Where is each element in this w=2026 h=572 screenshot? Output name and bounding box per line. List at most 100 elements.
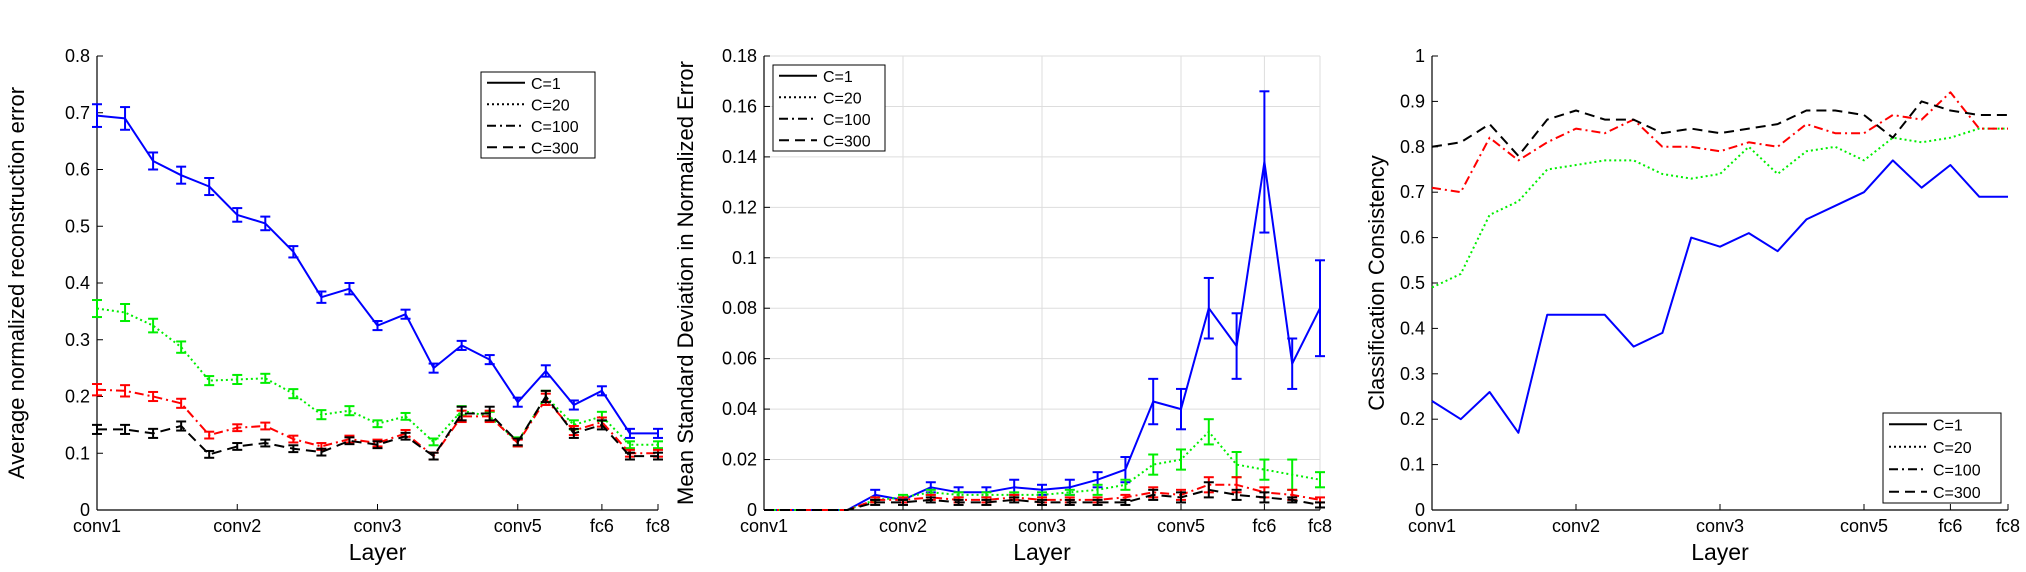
legend-label: C=20	[823, 90, 862, 107]
error-bar	[1148, 453, 1159, 476]
error-bar	[260, 372, 271, 384]
legend-label: C=100	[1933, 462, 1981, 479]
y-tick-label: 0.18	[722, 46, 757, 66]
x-axis-title: Layer	[349, 539, 407, 565]
error-bar	[1287, 458, 1298, 491]
y-tick-label: 0.12	[722, 197, 757, 217]
error-bar	[288, 245, 299, 259]
error-bar	[176, 397, 187, 409]
error-bar	[1120, 478, 1131, 491]
error-bar	[870, 498, 881, 506]
y-tick-label: 0.06	[722, 349, 757, 369]
error-bar	[1203, 276, 1214, 340]
error-bar	[624, 451, 635, 461]
error-bar	[428, 437, 439, 447]
series-line-c-300	[1431, 100, 2008, 157]
error-bar	[1259, 90, 1270, 234]
x-tick-label: conv5	[1157, 516, 1205, 536]
y-tick-label: 0	[1415, 500, 1425, 520]
error-bar	[1203, 418, 1214, 446]
x-tick-label: conv1	[73, 516, 121, 536]
error-bar	[120, 302, 131, 323]
x-tick-label: fc8	[1308, 516, 1332, 536]
x-tick-label: conv2	[1552, 516, 1600, 536]
chart-classification-consistency: conv1 conv2 conv3 conv5 fc6 fc8 0 0.1 0.2 0.3 0.4 0…	[1364, 46, 2020, 565]
x-tick-label: fc6	[590, 516, 614, 536]
legend-label: C=100	[531, 119, 579, 136]
error-bar	[624, 440, 635, 450]
x-tick-label: conv2	[879, 516, 927, 536]
y-tick-label: 0.6	[1400, 228, 1425, 248]
error-bar	[316, 409, 327, 421]
error-bar	[344, 405, 355, 417]
y-axis-title: Average normalized reconstruction error	[4, 87, 29, 479]
error-bar	[925, 496, 936, 504]
error-bar	[148, 151, 159, 171]
error-bar	[512, 437, 523, 447]
x-axis-title: Layer	[1013, 539, 1071, 565]
y-tick-label: 0.1	[1400, 455, 1425, 475]
error-bar	[372, 320, 383, 332]
error-bar	[176, 340, 187, 354]
series-line-c-300	[97, 395, 658, 458]
legend-label: C=100	[823, 112, 871, 129]
error-bar	[953, 498, 964, 506]
legend-label: C=1	[823, 69, 853, 86]
error-bar	[1176, 448, 1186, 471]
error-bar	[428, 362, 439, 374]
error-bar	[1092, 498, 1103, 506]
error-bar	[1287, 496, 1298, 504]
error-bar	[260, 421, 271, 431]
error-bar	[1120, 498, 1131, 506]
error-bar	[232, 373, 243, 386]
error-bar	[232, 207, 243, 223]
error-bar	[484, 354, 495, 366]
y-tick-label: 0.8	[1400, 137, 1425, 157]
y-tick-label: 0.16	[722, 96, 757, 116]
y-axis-title: Mean Standard Deviation in Normalized Er…	[673, 61, 698, 505]
error-bar	[596, 419, 607, 431]
error-bar	[176, 165, 187, 185]
error-bar	[484, 405, 495, 422]
y-tick-label: 0.7	[1400, 182, 1425, 202]
legend-label: C=300	[823, 133, 871, 150]
legend-label: C=300	[531, 140, 579, 157]
error-bar	[624, 427, 635, 439]
error-bar	[92, 103, 102, 128]
error-bar	[512, 396, 523, 408]
legend-box	[1882, 412, 2002, 504]
error-bar	[372, 440, 383, 450]
error-bar	[1203, 481, 1214, 499]
error-bar	[1176, 491, 1186, 504]
error-bar	[204, 375, 215, 387]
error-bar	[148, 317, 159, 334]
legend: C=1 C=20 C=100 C=300	[480, 71, 596, 159]
legend: C=1 C=20 C=100 C=300	[772, 64, 886, 152]
error-bar	[1259, 458, 1270, 481]
x-tick-label: conv5	[494, 516, 542, 536]
error-bar	[1315, 471, 1325, 489]
error-bar	[120, 423, 131, 435]
error-bar	[1037, 498, 1047, 506]
error-bar	[1231, 450, 1242, 479]
error-bar	[316, 290, 327, 304]
error-bar	[1287, 337, 1298, 390]
y-tick-label: 1	[1415, 46, 1425, 66]
y-tick-label: 0.9	[1400, 91, 1425, 111]
x-tick-label: conv1	[1408, 516, 1456, 536]
error-bar	[120, 106, 131, 131]
error-bar	[1092, 483, 1103, 496]
error-bar	[653, 451, 663, 461]
x-tick-label: conv3	[1696, 516, 1744, 536]
y-tick-label: 0	[80, 500, 90, 520]
y-tick-label: 0.5	[1400, 273, 1425, 293]
legend-box	[480, 71, 596, 159]
error-bar	[540, 389, 551, 404]
error-bar	[1148, 488, 1159, 501]
legend-box	[772, 64, 886, 152]
error-bar	[204, 430, 215, 440]
y-tick-label: 0.04	[722, 399, 757, 419]
y-tick-label: 0.6	[65, 160, 90, 180]
legend-label: C=20	[1933, 440, 1972, 457]
